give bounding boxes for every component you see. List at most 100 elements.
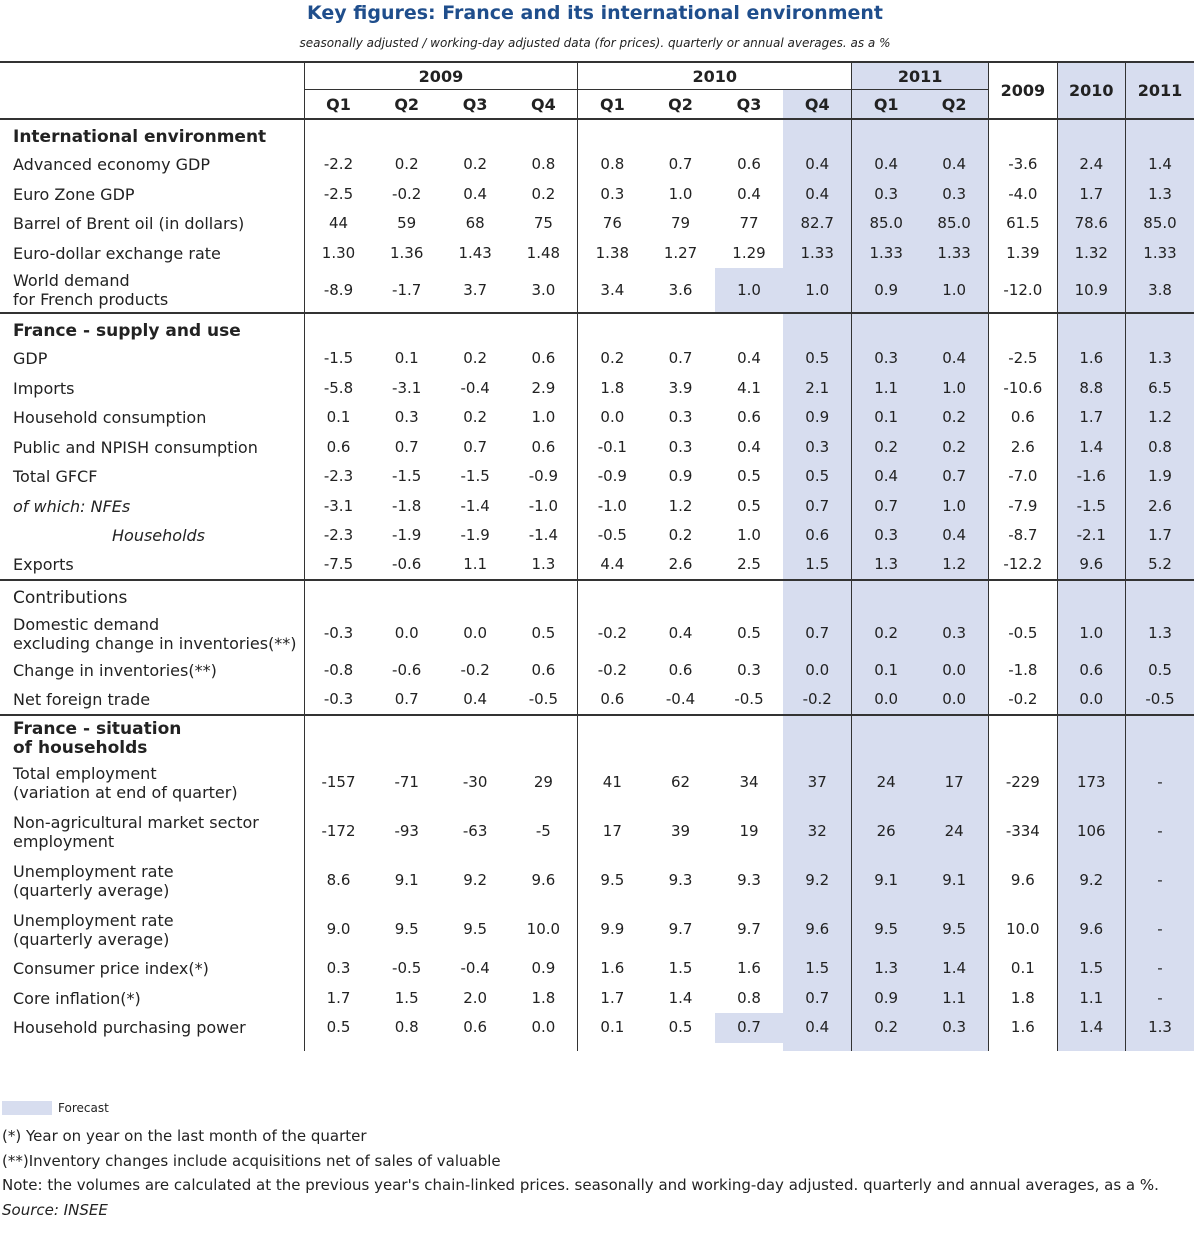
cell <box>440 714 510 758</box>
section-row: France - situation of households <box>0 714 1194 758</box>
value-cell: 1.1 <box>851 373 921 403</box>
value-cell: 0.4 <box>668 624 693 642</box>
value-cell: 0.5 <box>737 467 761 486</box>
data-row: Unemployment rate (quarterly average) 9.0… <box>0 905 1194 954</box>
value-cell: 0.8 <box>737 988 761 1007</box>
value-cell: 1.38 <box>577 238 647 268</box>
value-cell: -0.2 <box>460 661 490 680</box>
value-cell: 0.0 <box>920 656 989 686</box>
value-cell: -3.1 <box>392 378 422 397</box>
value-cell: 68 <box>465 214 485 233</box>
value-cell: 0.1 <box>394 349 419 368</box>
value-cell: 2.6 <box>668 555 693 574</box>
cell <box>851 312 921 344</box>
value-cell: 9.2 <box>1056 856 1126 905</box>
value-cell: 1.3 <box>531 555 556 574</box>
data-row: Consumer price index(*) 0.3 -0.5 -0.4 0.9 1.6… <box>0 954 1194 984</box>
value-cell: 2.6 <box>988 432 1058 462</box>
value-cell: 85.0 <box>1125 209 1194 239</box>
value-cell: 1.4 <box>1125 150 1194 180</box>
value-cell: 9.6 <box>531 871 556 889</box>
section-title: Contributions <box>0 579 305 611</box>
value-cell: 1.0 <box>1056 611 1126 656</box>
cell <box>1125 118 1194 150</box>
value-cell: -0.4 <box>460 378 490 397</box>
value-cell: 9.6 <box>988 856 1058 905</box>
value-cell: -0.5 <box>528 690 558 709</box>
value-cell: 0.7 <box>920 462 989 492</box>
value-cell: 1.30 <box>303 238 373 268</box>
value-cell: 3.7 <box>463 280 488 299</box>
value-cell: 0.0 <box>394 624 419 642</box>
value-cell: 0.7 <box>851 491 921 521</box>
value-cell: 9.6 <box>783 905 852 954</box>
value-cell: 1.7 <box>303 983 373 1013</box>
cell <box>714 579 784 611</box>
value-cell: 0.5 <box>783 462 852 492</box>
cell <box>303 579 373 611</box>
value-cell: 1.9 <box>1125 462 1194 492</box>
value-cell: 1.7 <box>1056 403 1126 433</box>
value-cell: 34 <box>739 773 759 791</box>
value-cell: -1.4 <box>460 496 490 515</box>
section-row: Contributions <box>0 579 1194 611</box>
value-cell: -1.6 <box>1056 462 1126 492</box>
value-cell: 173 <box>1056 758 1126 807</box>
value-cell: -0.4 <box>665 690 696 709</box>
value-cell: -1.5 <box>392 467 422 486</box>
value-cell: 1.0 <box>920 491 989 521</box>
value-cell: 9.1 <box>920 856 989 905</box>
header-row: 2009 2010 2011 2009 2010 2011 <box>0 61 1194 119</box>
value-cell: 0.3 <box>303 954 373 984</box>
note: (**)Inventory changes include acquisitio… <box>2 1151 501 1170</box>
value-cell: - <box>1125 905 1194 954</box>
value-cell: 0.7 <box>394 690 419 709</box>
value-cell: 5.2 <box>1125 550 1194 580</box>
cell <box>440 118 510 150</box>
cell <box>714 714 784 758</box>
cell <box>303 1042 373 1051</box>
value-cell: 39 <box>670 822 691 840</box>
value-cell: 0.6 <box>783 521 852 551</box>
value-cell: 9.1 <box>394 871 419 889</box>
legend-label: Forecast <box>58 1100 109 1115</box>
cell <box>920 579 989 611</box>
cell <box>1056 312 1126 344</box>
data-row: Domestic demand excluding change in inve… <box>0 611 1194 656</box>
value-cell: 1.3 <box>851 954 921 984</box>
cell <box>783 118 852 150</box>
value-cell: 0.3 <box>920 179 989 209</box>
value-cell: 85.0 <box>920 209 989 239</box>
value-cell: -1.8 <box>988 656 1058 686</box>
cell <box>988 1042 1058 1051</box>
value-cell: 0.8 <box>1125 432 1194 462</box>
value-cell: 32 <box>783 807 852 856</box>
data-row: Advanced economy GDP -2.2 0.2 0.2 0.8 0.8 0.7 0… <box>0 150 1194 180</box>
row-label: Household purchasing power <box>13 1018 246 1038</box>
value-cell: -0.3 <box>303 685 373 715</box>
value-cell: 1.4 <box>668 988 693 1007</box>
data-row: Change in inventories(**) -0.8 -0.6 -0.2 0.6… <box>0 656 1194 686</box>
value-cell: 1.32 <box>1056 238 1126 268</box>
value-cell: 9.2 <box>783 856 852 905</box>
cell <box>851 714 921 758</box>
legend-swatch <box>2 1100 52 1115</box>
value-cell: - <box>1125 856 1194 905</box>
value-cell: 0.3 <box>577 179 647 209</box>
value-cell: 10.0 <box>988 905 1058 954</box>
value-cell: 61.5 <box>988 209 1058 239</box>
row-label: Core inflation(*) <box>13 988 141 1008</box>
row-label: Exports <box>13 555 74 575</box>
value-cell: 44 <box>303 209 373 239</box>
section-title: France - supply and use <box>0 312 305 344</box>
value-cell: 9.5 <box>577 856 647 905</box>
value-cell: -2.3 <box>303 521 373 551</box>
value-cell: 0.6 <box>531 349 556 368</box>
cell <box>783 579 852 611</box>
section-title: France - situation of households <box>0 714 305 758</box>
value-cell: 1.33 <box>851 238 921 268</box>
row-label: Public and NPISH consumption <box>13 437 258 457</box>
value-cell: 9.5 <box>463 920 488 938</box>
value-cell: 0.6 <box>737 155 761 174</box>
value-cell: 0.7 <box>668 155 693 174</box>
